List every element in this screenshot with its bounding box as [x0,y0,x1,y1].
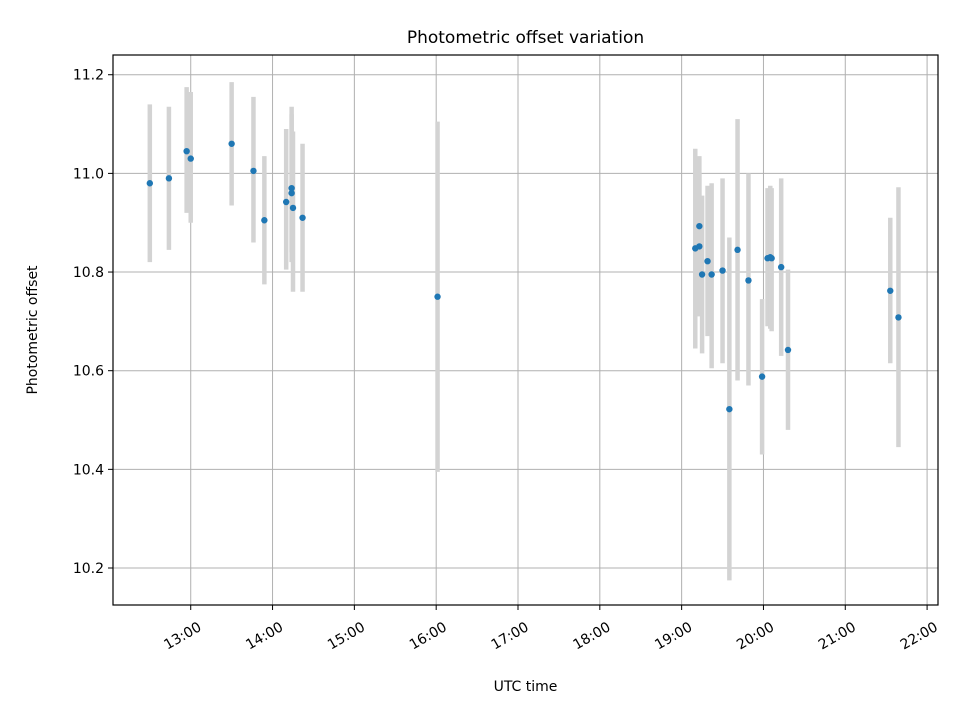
x-tick-label: 15:00 [325,619,368,653]
data-point [282,198,290,206]
data-point [165,175,173,182]
error-bars [147,82,901,581]
data-point [299,214,306,221]
data-point [187,155,194,162]
data-point [146,180,154,187]
data-point [726,405,733,413]
data-point [734,246,741,254]
data-point [228,140,235,147]
y-tick-label: 10.8 [73,265,104,281]
data-point [777,263,785,271]
x-tick-label: 22:00 [898,619,941,653]
data-point [768,255,775,262]
x-axis-title: UTC time [494,679,558,695]
data-point [696,243,703,250]
x-tick-label: 16:00 [407,619,450,653]
y-tick-label: 10.4 [73,462,104,478]
grid-lines [113,55,938,605]
data-point [288,189,295,197]
x-tick-label: 18:00 [570,619,613,653]
data-point [758,373,766,380]
chart-title: Photometric offset variation [407,28,644,48]
data-point [288,184,295,192]
y-axis-ticks: 10.2 10.4 10.6 10.8 11.0 11.2 [73,68,113,577]
data-points [146,140,902,413]
x-tick-label: 19:00 [652,619,695,653]
data-point [745,277,752,284]
plot-frame [112,54,939,606]
data-point [250,167,257,175]
x-tick-label: 17:00 [489,619,532,653]
x-tick-label: 14:00 [243,619,286,653]
data-point [887,287,894,294]
data-point [895,314,902,321]
data-point [698,271,706,278]
data-point [708,271,715,278]
x-axis-ticks: 13:00 14:00 15:00 16:00 17:00 18:00 19:00 20:00… [161,605,941,653]
y-tick-label: 11.0 [73,166,104,182]
y-tick-label: 11.2 [73,68,104,84]
x-tick-label: 20:00 [734,619,777,653]
data-point [434,293,441,300]
y-tick-label: 10.6 [73,364,104,380]
y-axis-title: Photometric offset [25,265,41,395]
data-point [696,222,703,230]
data-point [289,204,297,212]
x-tick-label: 13:00 [161,619,204,653]
data-point [784,346,792,354]
data-point [719,267,726,274]
data-point [704,257,711,265]
x-tick-label: 21:00 [816,619,859,653]
data-point [183,147,190,155]
data-point [261,217,268,224]
y-tick-label: 10.2 [73,561,104,577]
